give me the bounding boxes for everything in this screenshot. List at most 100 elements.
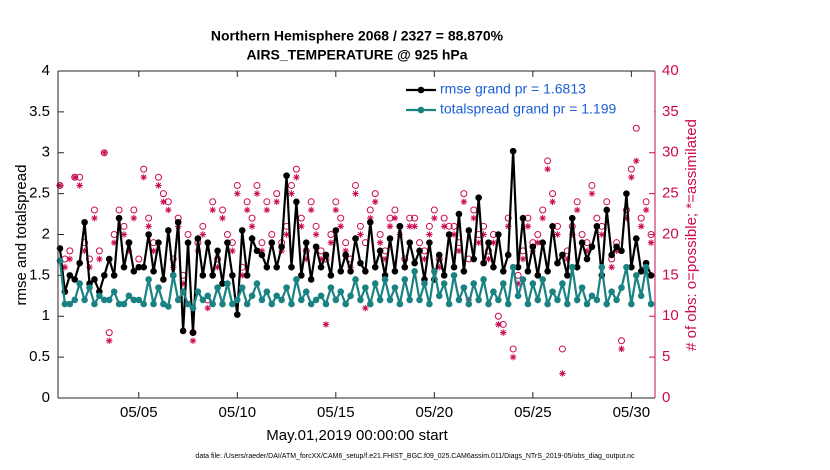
obs-assimilated [638, 223, 645, 230]
x-tick-label: 05/05 [120, 404, 158, 421]
y2-axis-label: # of obs: o=possible; *=assimilated [683, 119, 700, 351]
obs-possible [145, 214, 153, 222]
point [253, 280, 261, 287]
point [253, 247, 261, 255]
obs-assimilated [248, 223, 256, 230]
obs-assimilated [71, 174, 78, 181]
y2-tick-label: 30 [662, 144, 679, 161]
legend-marker [417, 86, 425, 94]
obs-assimilated [564, 255, 571, 263]
point [519, 276, 527, 283]
point [189, 304, 197, 312]
obs-assimilated [608, 264, 615, 271]
point [327, 272, 335, 279]
obs-assimilated [544, 165, 551, 173]
point [312, 296, 320, 304]
point [268, 300, 276, 308]
point [71, 276, 79, 283]
point [105, 255, 113, 263]
point [312, 243, 320, 251]
obs-possible [115, 206, 123, 214]
point [618, 247, 625, 255]
obs-assimilated [155, 182, 162, 189]
obs-assimilated [495, 321, 502, 328]
obs-possible [504, 214, 512, 222]
y2-tick-label: 20 [662, 225, 679, 242]
obs-assimilated [376, 239, 384, 246]
point [544, 300, 551, 308]
point [371, 280, 379, 287]
point [165, 227, 172, 234]
point [263, 288, 271, 296]
point [229, 272, 236, 279]
obs-assimilated [524, 223, 532, 230]
point [549, 288, 556, 296]
point [342, 251, 349, 259]
point [243, 300, 251, 308]
point [544, 267, 551, 275]
obs-assimilated [214, 264, 221, 271]
point [174, 218, 182, 226]
obs-assimilated [101, 149, 108, 156]
obs-assimilated [293, 174, 300, 181]
obs-possible [573, 198, 581, 206]
obs-possible [603, 198, 611, 206]
point [115, 214, 123, 222]
point [101, 296, 108, 304]
point [623, 263, 630, 271]
point [219, 300, 226, 308]
obs-assimilated [165, 206, 172, 214]
point [214, 247, 221, 255]
point [150, 267, 157, 275]
point [337, 288, 345, 296]
point [559, 280, 566, 287]
obs-assimilated [367, 214, 374, 222]
obs-assimilated [234, 190, 241, 197]
obs-assimilated [243, 206, 251, 214]
point [347, 292, 354, 300]
point [440, 280, 448, 287]
point [495, 231, 502, 238]
point [386, 235, 394, 242]
point [485, 239, 492, 246]
obs-assimilated [332, 206, 340, 214]
point [426, 239, 433, 246]
point [268, 239, 276, 246]
point [401, 276, 409, 283]
point [125, 239, 133, 246]
obs-possible [430, 206, 438, 214]
obs-possible [342, 239, 350, 247]
obs-assimilated [623, 214, 630, 222]
point [298, 272, 305, 279]
obs-assimilated [307, 206, 315, 214]
point [411, 267, 418, 275]
obs-assimilated [406, 223, 413, 230]
y-tick-label: 4 [42, 62, 50, 79]
point [224, 239, 231, 246]
point [593, 296, 601, 304]
point [101, 272, 108, 279]
obs-assimilated [199, 231, 207, 238]
point [179, 288, 187, 296]
point [174, 296, 182, 304]
footnote: data file: /Users/raeder/DAI/ATM_forcXX/… [195, 453, 635, 460]
point [140, 263, 148, 271]
point [504, 300, 512, 308]
obs-possible [356, 222, 364, 230]
point [91, 276, 98, 283]
point [258, 296, 266, 304]
obs-possible [273, 190, 281, 198]
obs-possible [588, 181, 596, 189]
point [273, 292, 281, 300]
point [273, 263, 281, 271]
y-tick-label: 3 [42, 144, 50, 161]
point [352, 276, 359, 283]
point [332, 227, 340, 234]
x-tick-label: 05/15 [317, 404, 355, 421]
point [509, 263, 517, 271]
point [490, 263, 497, 271]
obs-assimilated [160, 198, 167, 205]
point [125, 292, 133, 300]
point [352, 235, 359, 242]
point [445, 300, 453, 308]
